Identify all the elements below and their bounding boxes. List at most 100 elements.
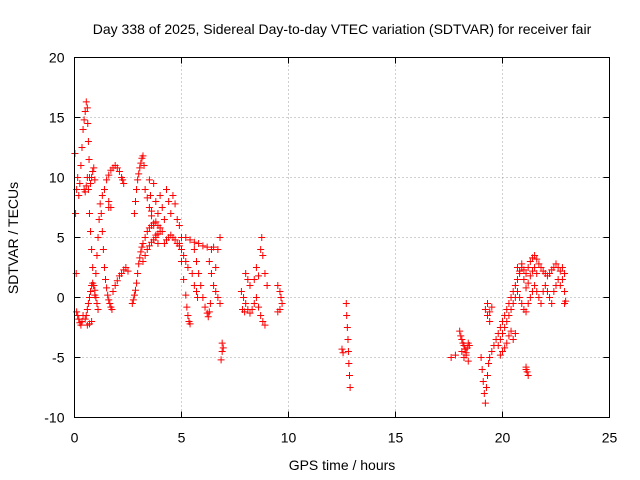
data-point [141,186,149,193]
data-point [248,306,256,313]
data-point [190,238,198,246]
data-point [479,378,487,385]
data-point [154,210,162,217]
y-tick-label: 0 [57,290,65,306]
data-point [252,294,260,301]
data-point [533,255,541,263]
data-point [152,198,160,205]
data-point [484,312,492,319]
data-point [522,308,530,316]
data-point [135,260,143,268]
data-point [524,300,532,307]
data-point [152,218,160,226]
data-point [145,176,153,184]
data-point [339,349,347,357]
data-point [192,258,200,265]
data-point [135,170,143,178]
data-point [145,242,153,250]
data-point [184,264,192,271]
data-point [205,258,213,265]
data-point [94,306,102,313]
data-point [139,152,147,160]
data-point [115,168,123,175]
data-point [216,234,224,241]
data-point [137,248,145,256]
data-point [240,294,248,301]
data-point [496,336,504,343]
data-point [173,216,181,223]
data-point [278,300,286,307]
x-tick-label: 25 [602,430,618,446]
data-point [214,246,222,253]
data-point [77,162,85,169]
data-point [152,234,160,241]
data-point [178,246,185,253]
data-point [257,312,265,319]
data-point [98,228,106,235]
data-point [338,345,346,353]
data-point [97,210,105,217]
data-point [456,327,464,335]
data-point [94,234,102,241]
data-point [106,300,114,307]
data-point [520,276,528,283]
data-point [511,282,519,289]
data-point [188,270,196,277]
data-point [93,252,101,259]
data-point [105,198,113,205]
data-point [83,104,91,112]
data-point [160,240,168,247]
data-point [93,300,101,307]
data-point [82,98,90,106]
data-point [141,252,149,259]
data-point [518,300,526,307]
data-point [124,267,132,275]
data-point [276,288,284,295]
data-point [258,234,266,241]
data-point [81,108,89,115]
data-point [501,324,509,331]
data-point [552,260,560,268]
data-point [75,192,83,199]
data-point [343,324,351,331]
data-point [84,300,92,307]
data-point [486,318,494,325]
data-point [182,234,190,241]
data-point [533,288,541,295]
data-point [138,243,146,251]
data-point [190,246,198,253]
data-point [345,372,353,379]
data-point [485,360,493,367]
data-point [447,354,455,361]
data-point [507,327,515,335]
data-point [562,297,570,305]
data-point [105,296,113,304]
data-point [141,234,149,241]
data-point [546,270,554,277]
data-point [95,216,103,223]
data-point [88,246,96,253]
data-point [84,186,92,193]
data-point [120,180,128,187]
data-point [346,384,354,391]
data-point [533,270,541,277]
data-point [89,264,97,271]
y-axis-label: SDTVAR / TECUs [5,182,21,294]
data-point [261,270,269,277]
data-point [558,276,566,283]
data-point [130,291,138,299]
data-point [108,306,116,313]
data-point [72,270,80,277]
data-point [496,351,504,359]
data-point [79,126,87,133]
data-point [98,192,106,199]
data-point [548,300,556,307]
data-point [171,200,179,208]
x-axis-label: GPS time / hours [289,457,396,473]
data-point [140,162,148,169]
data-point [524,264,532,271]
data-point [509,300,517,307]
data-point [212,264,220,271]
data-point [204,313,212,321]
y-tick-label: -10 [44,410,64,426]
